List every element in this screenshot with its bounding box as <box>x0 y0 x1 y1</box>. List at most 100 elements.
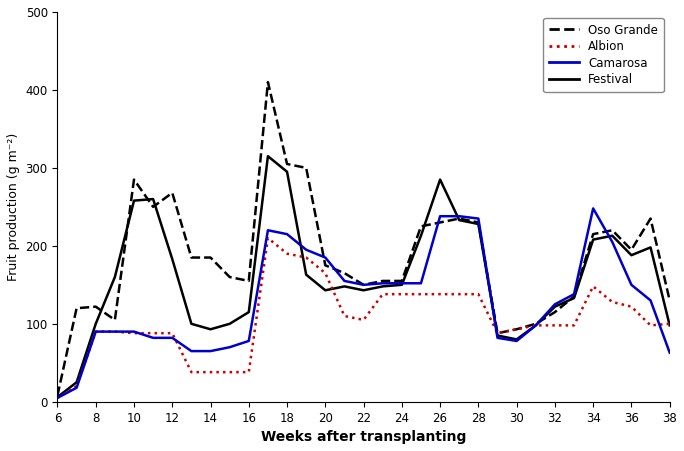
Festival <box>551 304 559 309</box>
Festival <box>455 217 463 223</box>
Festival <box>512 337 521 342</box>
Camarosa <box>264 228 272 233</box>
Albion <box>589 284 597 289</box>
Oso Grande <box>646 216 655 221</box>
Albion <box>436 291 444 297</box>
Albion <box>168 331 176 336</box>
Oso Grande <box>531 321 540 327</box>
Camarosa <box>531 322 540 328</box>
Albion <box>321 271 330 276</box>
Camarosa <box>474 216 482 221</box>
Festival <box>341 284 349 289</box>
Oso Grande <box>111 317 119 322</box>
Festival <box>360 288 368 293</box>
Camarosa <box>493 335 501 341</box>
Oso Grande <box>551 309 559 315</box>
Camarosa <box>53 395 62 400</box>
Festival <box>92 321 100 327</box>
Camarosa <box>130 329 138 334</box>
Albion <box>666 321 674 327</box>
Camarosa <box>149 335 157 341</box>
Oso Grande <box>379 278 387 284</box>
Festival <box>302 272 311 277</box>
Festival <box>666 322 674 328</box>
Festival <box>283 169 291 175</box>
Oso Grande <box>168 190 176 196</box>
Festival <box>493 333 501 338</box>
Oso Grande <box>207 255 215 260</box>
Festival <box>646 245 655 250</box>
Oso Grande <box>474 220 482 225</box>
Albion <box>608 299 616 305</box>
Albion <box>187 369 196 375</box>
Camarosa <box>455 213 463 219</box>
Legend: Oso Grande, Albion, Camarosa, Festival: Oso Grande, Albion, Camarosa, Festival <box>543 18 663 92</box>
Camarosa <box>302 247 311 253</box>
Festival <box>111 274 119 280</box>
Oso Grande <box>149 204 157 210</box>
Albion <box>646 322 655 328</box>
Line: Festival: Festival <box>57 156 670 397</box>
Festival <box>187 321 196 327</box>
Camarosa <box>321 255 330 260</box>
Oso Grande <box>53 393 62 398</box>
Albion <box>73 383 81 389</box>
Festival <box>73 380 81 385</box>
Oso Grande <box>264 79 272 85</box>
Camarosa <box>73 385 81 391</box>
Festival <box>226 321 234 327</box>
Oso Grande <box>666 298 674 303</box>
Festival <box>168 256 176 262</box>
Oso Grande <box>187 255 196 260</box>
Festival <box>589 237 597 242</box>
Albion <box>245 369 253 375</box>
Albion <box>360 317 368 322</box>
Oso Grande <box>341 271 349 276</box>
Camarosa <box>360 282 368 288</box>
Oso Grande <box>417 224 425 229</box>
Albion <box>397 291 406 297</box>
Camarosa <box>245 338 253 344</box>
Line: Camarosa: Camarosa <box>57 208 670 398</box>
Festival <box>474 221 482 227</box>
Albion <box>302 255 311 260</box>
Oso Grande <box>73 305 81 311</box>
Festival <box>130 198 138 203</box>
Festival <box>207 327 215 332</box>
Albion <box>627 304 635 309</box>
Camarosa <box>627 282 635 288</box>
Festival <box>397 282 406 288</box>
Oso Grande <box>321 262 330 268</box>
Camarosa <box>646 298 655 303</box>
Festival <box>436 177 444 182</box>
Line: Albion: Albion <box>57 238 670 398</box>
Albion <box>341 313 349 319</box>
Oso Grande <box>245 278 253 284</box>
Oso Grande <box>397 278 406 284</box>
Festival <box>53 394 62 400</box>
Oso Grande <box>608 228 616 233</box>
Albion <box>512 327 521 332</box>
Camarosa <box>341 278 349 284</box>
Camarosa <box>226 345 234 350</box>
Camarosa <box>436 213 444 219</box>
Oso Grande <box>92 304 100 309</box>
Oso Grande <box>436 220 444 225</box>
Camarosa <box>207 348 215 354</box>
Albion <box>92 329 100 334</box>
Albion <box>551 322 559 328</box>
Albion <box>53 395 62 400</box>
Oso Grande <box>589 231 597 237</box>
Festival <box>531 322 540 328</box>
Camarosa <box>283 231 291 237</box>
X-axis label: Weeks after transplanting: Weeks after transplanting <box>261 430 466 444</box>
Oso Grande <box>226 274 234 280</box>
Albion <box>207 369 215 375</box>
Camarosa <box>379 281 387 286</box>
Albion <box>226 369 234 375</box>
Camarosa <box>570 291 578 297</box>
Oso Grande <box>130 177 138 182</box>
Camarosa <box>551 302 559 307</box>
Camarosa <box>417 281 425 286</box>
Albion <box>283 251 291 256</box>
